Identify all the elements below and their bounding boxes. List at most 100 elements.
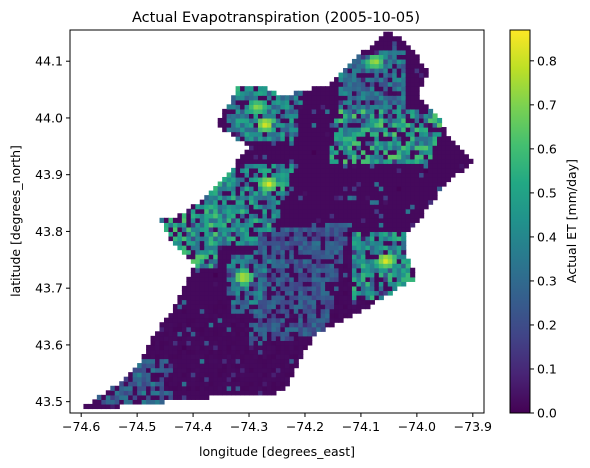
- heatmap-cell: [284, 172, 290, 178]
- heatmap-cell: [307, 340, 313, 346]
- heatmap-cell: [172, 217, 179, 223]
- heatmap-cell: [155, 349, 161, 355]
- heatmap-cell: [275, 199, 281, 205]
- heatmap-cell: [271, 326, 277, 332]
- heatmap-cell: [374, 63, 380, 69]
- heatmap-cell: [231, 385, 237, 391]
- heatmap-cell: [244, 281, 250, 287]
- heatmap-cell: [293, 163, 299, 169]
- heatmap-cell: [262, 304, 268, 310]
- heatmap-cell: [280, 349, 286, 355]
- heatmap-cell: [289, 222, 295, 228]
- heatmap-cell: [163, 358, 170, 364]
- heatmap-cell: [289, 299, 295, 305]
- heatmap-cell: [334, 249, 340, 255]
- heatmap-cell: [369, 231, 375, 237]
- heatmap-cell: [240, 204, 246, 210]
- heatmap-cell: [231, 117, 237, 124]
- heatmap-cell: [414, 176, 420, 183]
- heatmap-cell: [114, 403, 120, 410]
- heatmap-cell: [195, 245, 201, 251]
- heatmap-cell: [320, 172, 326, 178]
- heatmap-cell: [369, 95, 375, 101]
- heatmap-cell: [383, 117, 389, 124]
- heatmap-cell: [293, 113, 299, 119]
- heatmap-cell: [334, 158, 340, 164]
- heatmap-cell: [414, 127, 420, 133]
- heatmap-cell: [445, 167, 452, 174]
- heatmap-cell: [347, 95, 353, 101]
- heatmap-cell: [244, 222, 250, 228]
- heatmap-cell: [414, 172, 420, 178]
- heatmap-cell: [289, 285, 295, 292]
- heatmap-cell: [343, 140, 349, 146]
- heatmap-cell: [235, 222, 241, 228]
- heatmap-cell: [437, 127, 443, 133]
- heatmap-cell: [150, 394, 156, 400]
- heatmap-cell: [217, 240, 223, 246]
- heatmap-cell: [329, 240, 335, 246]
- heatmap-cell: [392, 145, 398, 151]
- heatmap-cell: [307, 249, 313, 255]
- heatmap-cell: [298, 186, 304, 192]
- heatmap-cell: [195, 217, 201, 223]
- heatmap-cell: [213, 317, 219, 323]
- heatmap-cell: [311, 290, 317, 296]
- heatmap-cell: [396, 113, 402, 119]
- heatmap-cell: [181, 372, 187, 378]
- heatmap-cell: [428, 122, 434, 128]
- heatmap-cell: [181, 290, 187, 296]
- heatmap-cell: [401, 167, 407, 174]
- heatmap-cell: [329, 81, 335, 87]
- heatmap-cell: [199, 304, 205, 310]
- heatmap-cell: [378, 176, 384, 183]
- heatmap-cell: [253, 308, 259, 314]
- heatmap-cell: [257, 235, 264, 242]
- heatmap-cell: [378, 131, 384, 137]
- heatmap-cell: [369, 186, 375, 192]
- heatmap-cell: [213, 353, 219, 360]
- heatmap-cell: [369, 213, 375, 219]
- heatmap-cell: [347, 313, 353, 319]
- heatmap-cell: [257, 158, 264, 164]
- heatmap-cell: [338, 226, 344, 233]
- heatmap-cell: [181, 217, 187, 223]
- heatmap-cell: [343, 231, 349, 237]
- heatmap-cell: [383, 222, 389, 228]
- heatmap-cell: [374, 190, 380, 196]
- heatmap-cell: [208, 285, 214, 292]
- heatmap-cell: [334, 86, 340, 92]
- heatmap-cell: [244, 381, 250, 387]
- heatmap-cell: [334, 195, 340, 201]
- heatmap-cell: [275, 294, 281, 301]
- heatmap-cell: [289, 331, 295, 337]
- heatmap-cell: [405, 208, 411, 214]
- heatmap-cell: [257, 294, 264, 301]
- heatmap-cell: [262, 176, 268, 183]
- heatmap-cell: [289, 267, 295, 273]
- heatmap-cell: [257, 222, 264, 228]
- heatmap-cell: [195, 313, 201, 319]
- heatmap-cell: [396, 145, 402, 151]
- heatmap-cell: [316, 195, 322, 201]
- heatmap-cell: [360, 204, 366, 210]
- heatmap-cell: [410, 63, 416, 69]
- heatmap-cell: [387, 40, 393, 46]
- heatmap-cell: [293, 99, 299, 105]
- heatmap-cell: [320, 313, 326, 319]
- heatmap-cell: [338, 213, 344, 219]
- heatmap-cell: [257, 240, 264, 246]
- heatmap-cell: [383, 40, 389, 46]
- heatmap-cell: [253, 290, 259, 296]
- heatmap-cell: [208, 217, 214, 223]
- heatmap-cell: [387, 86, 393, 92]
- heatmap-cell: [235, 381, 241, 387]
- heatmap-cell: [226, 181, 232, 187]
- heatmap-cell: [186, 308, 192, 314]
- heatmap-cell: [320, 158, 326, 164]
- heatmap-cell: [423, 172, 429, 178]
- heatmap-cell: [257, 335, 264, 341]
- heatmap-cell: [383, 104, 389, 110]
- heatmap-cell: [199, 204, 205, 210]
- heatmap-cell: [392, 254, 398, 260]
